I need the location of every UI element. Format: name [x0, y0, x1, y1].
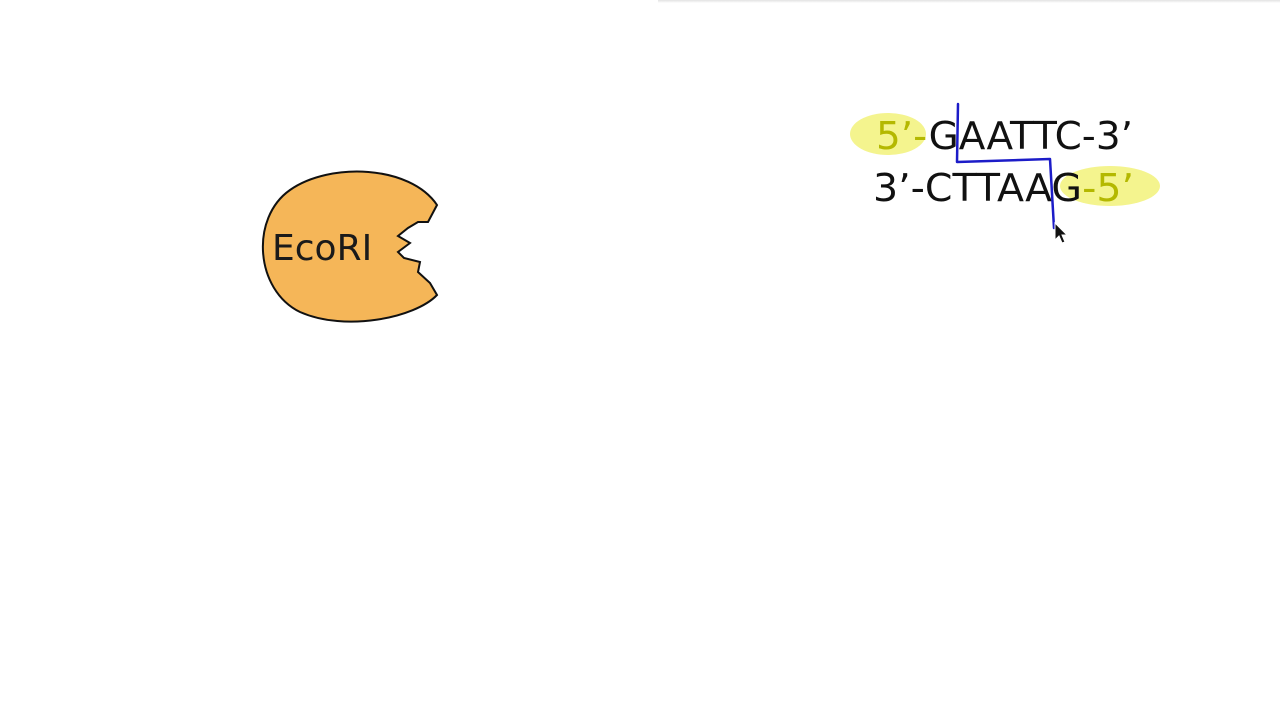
mouse-pointer-icon — [1054, 221, 1069, 244]
dna-recognition-site: 5’-GAATTC-3’ 3’-CTTAAG -5’ — [850, 102, 1160, 230]
ecori-enzyme: EcoRI — [261, 170, 439, 323]
top-sequence: GAATTC — [929, 114, 1082, 158]
bottom-three-prime-end: 3’- — [873, 166, 925, 210]
top-strand: 5’-GAATTC-3’ — [876, 114, 1133, 158]
cut-site-line — [955, 102, 1056, 230]
enzyme-label: EcoRI — [272, 228, 372, 269]
enzyme-body — [261, 170, 439, 323]
top-three-prime-end: -3’ — [1082, 114, 1133, 158]
top-five-prime-end: 5’- — [876, 114, 929, 158]
highlight-top-five-prime — [850, 113, 926, 155]
highlight-bottom-five-prime — [1060, 166, 1160, 206]
bottom-sequence: CTTAAG — [925, 166, 1082, 210]
bottom-strand: 3’-CTTAAG -5’ — [873, 166, 1134, 210]
window-top-edge — [658, 0, 1280, 3]
bottom-five-prime-end: -5’ — [1082, 166, 1134, 210]
